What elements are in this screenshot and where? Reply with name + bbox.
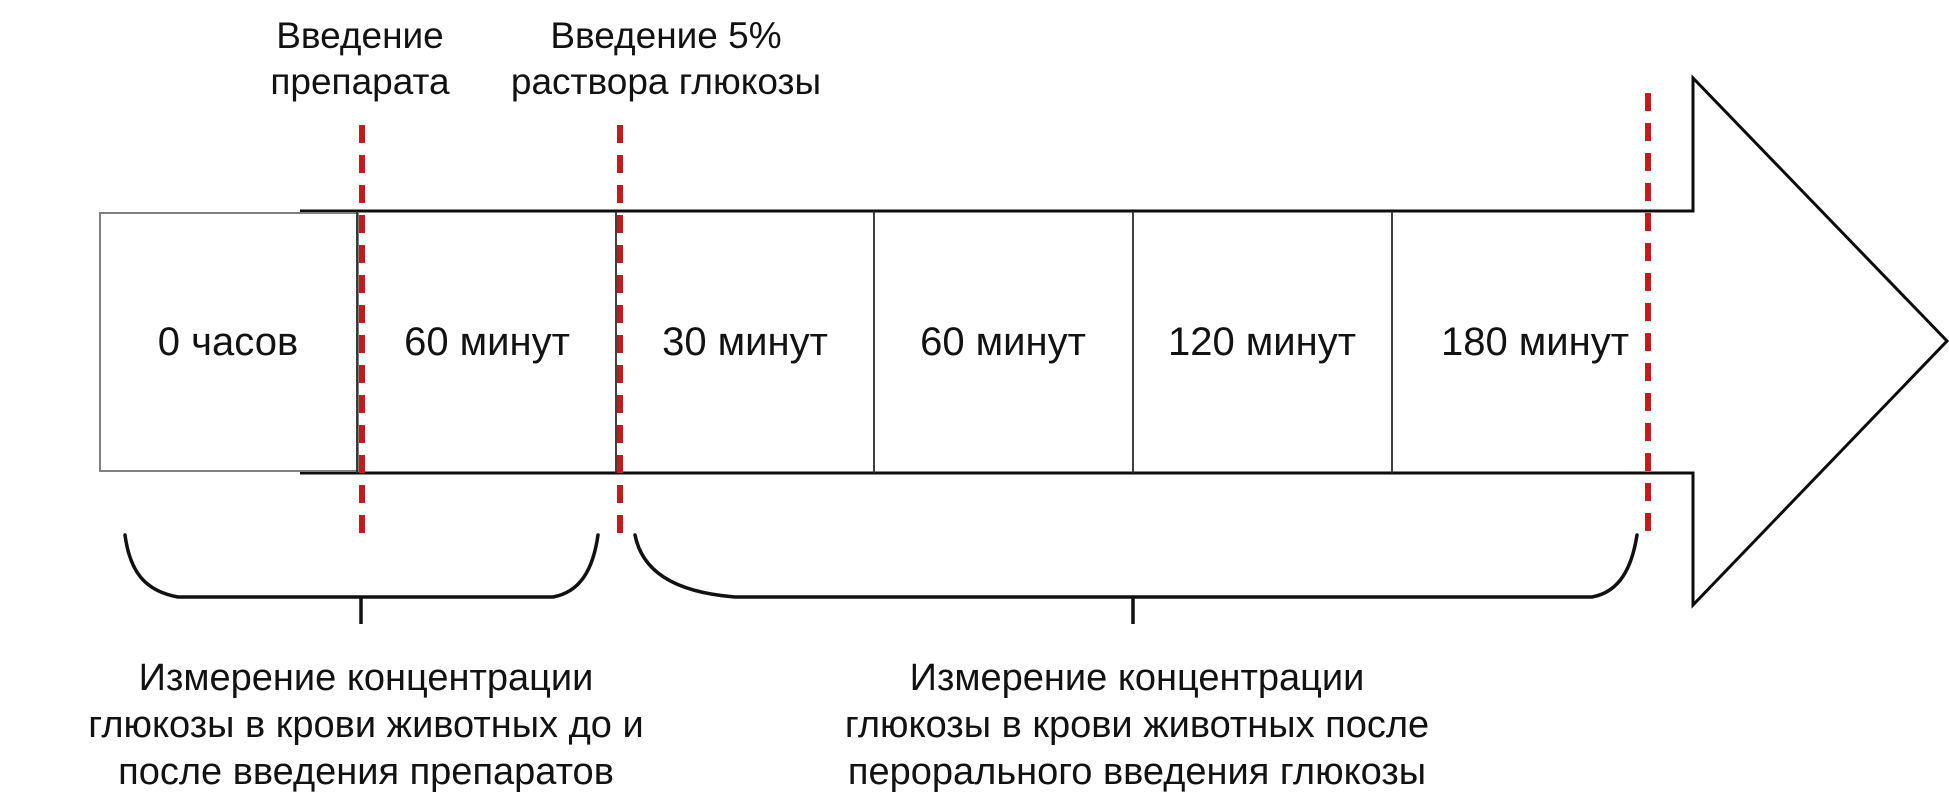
first-cell-outline xyxy=(99,212,359,472)
annotation-glucose-injection: Введение 5% раствора глюкозы xyxy=(511,13,821,105)
timeline-arrow-shape xyxy=(300,74,1949,609)
left-brace xyxy=(123,533,600,599)
segment-label-60m-2: 60 минут xyxy=(920,320,1086,364)
annotation-drug-line1: Введение xyxy=(276,15,444,56)
caption-after-line1: Измерение концентрации xyxy=(909,657,1365,699)
caption-before-line1: Измерение концентрации xyxy=(138,657,594,699)
segment-label-60m-1: 60 минут xyxy=(404,320,570,364)
caption-measurement-before: Измерение концентрации глюкозы в крови ж… xyxy=(88,655,643,796)
annotation-glucose-line1: Введение 5% xyxy=(550,15,782,56)
caption-after-line3: перорального введения глюкозы xyxy=(847,751,1427,793)
caption-before-line3: после введения препаратов xyxy=(118,751,614,793)
annotation-glucose-line2: раствора глюкозы xyxy=(510,61,822,102)
segment-label-30m: 30 минут xyxy=(662,320,828,364)
caption-before-line2: глюкозы в крови животных до и xyxy=(88,704,644,746)
right-brace xyxy=(633,533,1639,599)
segment-label-0h: 0 часов xyxy=(157,320,299,364)
annotation-drug-line2: препарата xyxy=(270,61,450,102)
segment-label-120m: 120 минут xyxy=(1167,320,1357,364)
caption-measurement-after: Измерение концентрации глюкозы в крови ж… xyxy=(845,655,1429,796)
caption-after-line2: глюкозы в крови животных после xyxy=(844,704,1430,746)
segment-label-180m: 180 минут xyxy=(1440,320,1630,364)
annotation-drug-injection: Введение препарата xyxy=(270,13,449,105)
